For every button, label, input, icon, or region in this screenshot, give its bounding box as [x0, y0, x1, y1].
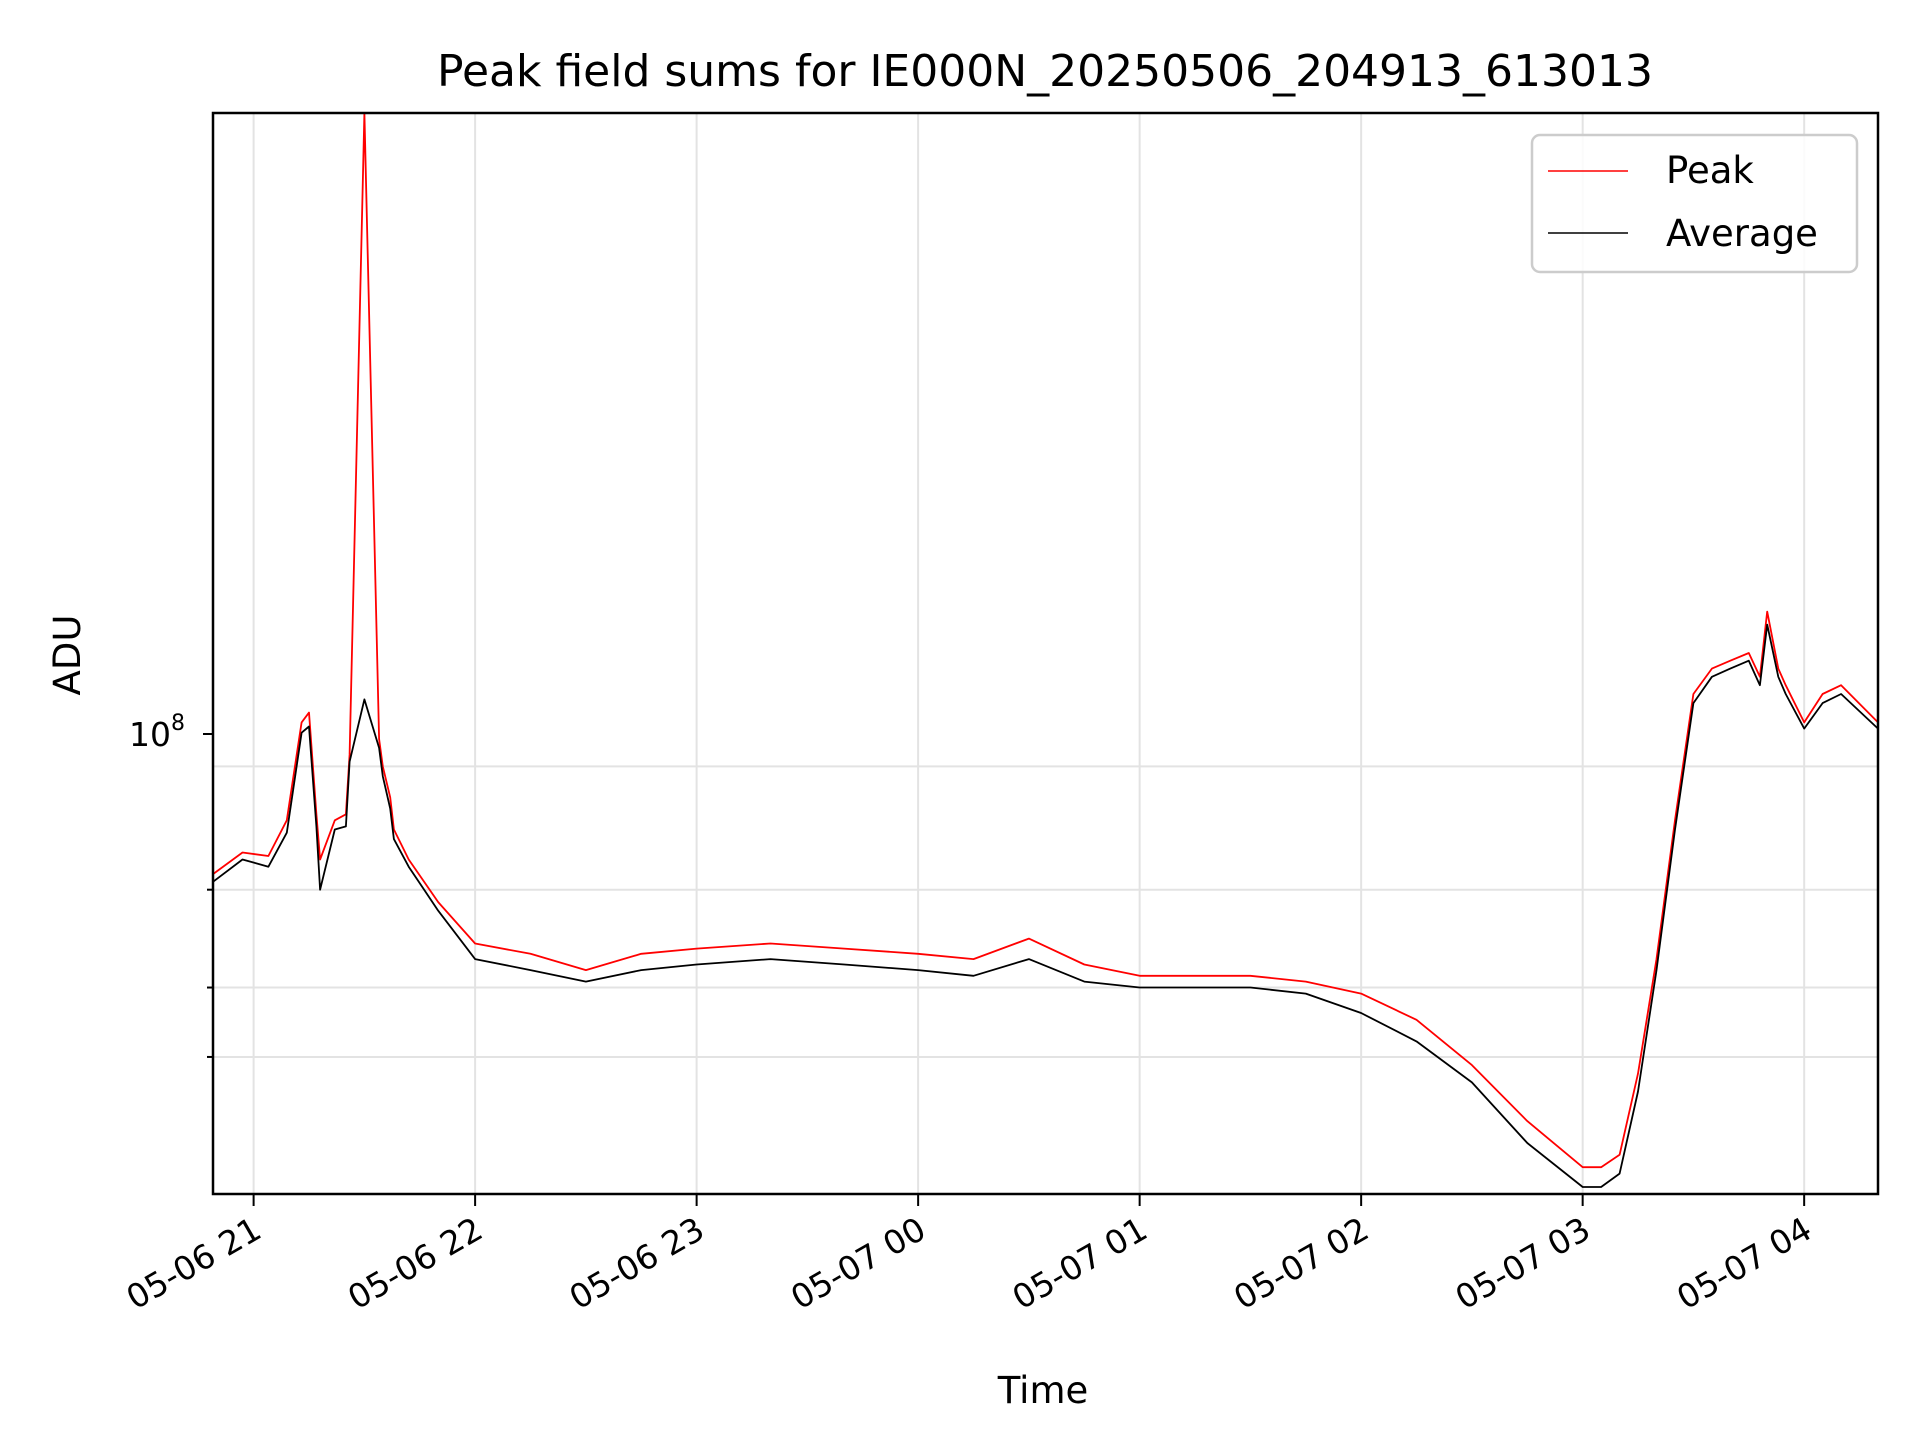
x-tick-label: 05-07 04 [1670, 1209, 1818, 1317]
x-tick-label: 05-06 21 [120, 1209, 268, 1317]
grid [213, 113, 1878, 1194]
x-tick-label: 05-06 22 [341, 1209, 489, 1317]
x-tick-label: 05-07 02 [1227, 1209, 1375, 1317]
legend-label-peak: Peak [1666, 149, 1754, 192]
series-line-average [212, 623, 1879, 1188]
legend: Peak Average [1530, 133, 1859, 274]
x-tick-label: 05-07 03 [1449, 1209, 1597, 1317]
legend-box [1530, 133, 1859, 274]
x-axis-ticks: 05-06 21 05-06 22 05-06 23 05-07 00 05-07 01… [120, 1194, 1818, 1317]
series-layer [212, 112, 1879, 1188]
x-axis-label: Time [997, 1369, 1089, 1412]
y-axis-tick: 108 [129, 711, 213, 754]
y-axis-label: ADU [46, 615, 89, 696]
x-tick-label: 05-07 00 [784, 1209, 932, 1317]
plot-frame [211, 111, 1880, 1196]
chart-title: Peak field sums for IE000N_20250506_2049… [437, 46, 1653, 97]
y-tick-label: 108 [129, 711, 185, 754]
x-tick-label: 05-07 01 [1006, 1209, 1154, 1317]
legend-label-average: Average [1666, 212, 1818, 255]
x-tick-label: 05-06 23 [563, 1209, 711, 1317]
y-minor-ticks [207, 888, 213, 1058]
